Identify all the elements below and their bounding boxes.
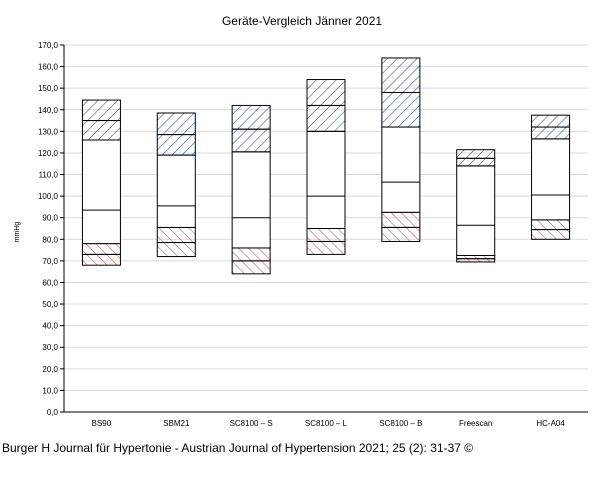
- systolic-band: [231, 104, 271, 130]
- x-tick-label: HC-A04: [536, 419, 565, 428]
- systolic-band: [456, 157, 496, 167]
- y-tick-label: 50,0: [42, 300, 58, 309]
- middle-box: [306, 130, 346, 229]
- box-hc-a04: [531, 114, 571, 240]
- systolic-band: [81, 120, 121, 141]
- systolic-band: [81, 99, 121, 122]
- x-tick-labels: BS90 SBM21 SC8100 – S SC8100 – L SC8100 – B F…: [92, 419, 566, 428]
- systolic-band: [531, 126, 571, 140]
- box-sc8100-b: [381, 57, 421, 242]
- y-tick-label: 70,0: [42, 257, 58, 266]
- y-tick-label: 170,0: [38, 41, 59, 50]
- x-tick-label: SC8100 – B: [379, 419, 422, 428]
- diastolic-band: [306, 228, 346, 242]
- middle-box: [81, 139, 121, 245]
- box-sc8100-l: [306, 79, 346, 255]
- diastolic-band: [531, 219, 571, 231]
- y-tick-label: 140,0: [38, 106, 59, 115]
- y-tick-label: 40,0: [42, 322, 58, 331]
- y-tick-label: 30,0: [42, 343, 58, 352]
- box-sc8100-s: [231, 104, 271, 275]
- middle-box: [531, 138, 571, 221]
- chart-title: Geräte-Vergleich Jänner 2021: [222, 14, 382, 28]
- box-freescan: [456, 149, 496, 263]
- x-tick-label: BS90: [92, 419, 112, 428]
- x-tick-label: Freescan: [459, 419, 492, 428]
- diastolic-band: [381, 211, 421, 228]
- middle-box: [456, 165, 496, 256]
- box-chart: Geräte-Vergleich Jänner 2021 mmHg 0,0 10,…: [14, 14, 588, 428]
- box-sbm21: [156, 112, 196, 258]
- x-tick-label: SC8100 – S: [230, 419, 273, 428]
- systolic-band: [456, 149, 496, 159]
- y-tick-label: 150,0: [38, 84, 59, 93]
- y-tick-label: 110,0: [39, 171, 59, 180]
- diastolic-band: [231, 247, 271, 262]
- middle-box: [231, 151, 271, 249]
- boxes: [81, 57, 571, 275]
- y-tick-label: 160,0: [38, 63, 59, 72]
- systolic-band: [231, 128, 271, 153]
- y-tick-label: 90,0: [42, 214, 58, 223]
- middle-box: [156, 154, 196, 228]
- diastolic-band: [531, 229, 571, 240]
- systolic-band: [381, 57, 421, 93]
- diastolic-band: [306, 240, 346, 255]
- diastolic-band: [156, 226, 196, 244]
- y-tick-label: 130,0: [38, 127, 59, 136]
- middle-box: [381, 126, 421, 213]
- systolic-band: [156, 134, 196, 156]
- box-bs90: [81, 99, 121, 266]
- systolic-band: [531, 114, 571, 128]
- source-caption: Burger H Journal für Hypertonie - Austri…: [2, 441, 474, 455]
- y-tick-labels: 0,0 10,0 20,0 30,0 40,0 50,0 60,0 70,0 80,0 90,0 1…: [38, 41, 59, 417]
- x-tick-label: SC8100 – L: [305, 419, 348, 428]
- diastolic-band: [81, 243, 121, 255]
- systolic-band: [156, 112, 196, 136]
- y-tick-label: 80,0: [42, 235, 58, 244]
- diastolic-band: [81, 253, 121, 266]
- y-tick-label: 100,0: [38, 192, 59, 201]
- diastolic-band: [231, 260, 271, 275]
- y-tick-label: 10,0: [42, 386, 58, 395]
- y-tick-label: 120,0: [38, 149, 59, 158]
- x-tick-label: SBM21: [163, 419, 190, 428]
- y-tick-label: 0,0: [47, 408, 59, 417]
- diastolic-band: [381, 226, 421, 242]
- systolic-band: [381, 91, 421, 128]
- y-tick-label: 60,0: [42, 278, 58, 287]
- systolic-band: [306, 104, 346, 132]
- y-axis-label: mmHg: [14, 222, 21, 243]
- y-tick-label: 20,0: [42, 365, 58, 374]
- systolic-band: [306, 79, 346, 106]
- diastolic-band: [156, 242, 196, 258]
